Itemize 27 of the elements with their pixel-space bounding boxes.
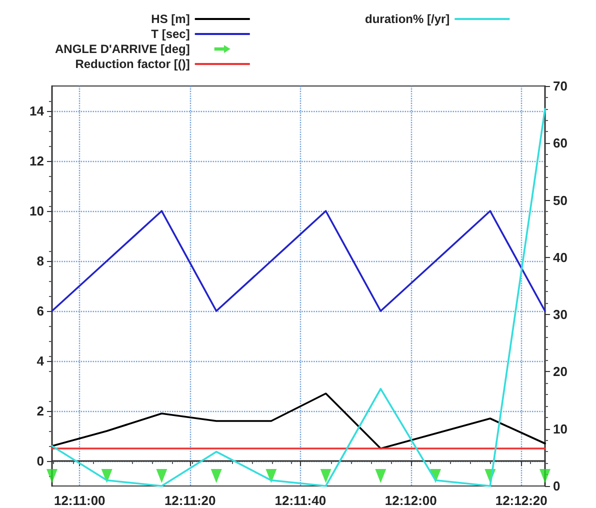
y2-tick-label: 10 bbox=[553, 421, 568, 436]
legend-label: duration% [/yr] bbox=[364, 12, 450, 26]
y-tick-label: 6 bbox=[36, 304, 44, 318]
x-tick-label: 12:11:00 bbox=[54, 493, 106, 508]
legend-label: Reduction factor [()] bbox=[75, 57, 190, 71]
y-tick-label: 8 bbox=[36, 254, 44, 268]
y2-tick-label: 50 bbox=[553, 192, 568, 208]
line-series bbox=[51, 392, 546, 450]
x-tick-label: 12:12:20 bbox=[495, 493, 548, 508]
y2-tick-label: 30 bbox=[553, 307, 568, 322]
y2-tick-label: 60 bbox=[553, 136, 568, 151]
y2-tick-label: 20 bbox=[553, 364, 568, 380]
legend-label: HS [m] bbox=[151, 12, 190, 26]
y2-tick-label: 40 bbox=[553, 250, 568, 265]
y-tick-label: 0 bbox=[36, 454, 44, 468]
y-tick-label: 4 bbox=[36, 354, 45, 368]
x-tick-label: 12:12:00 bbox=[384, 493, 437, 508]
y2-tick-label: 70 bbox=[553, 78, 568, 94]
legend-label: ANGLE D'ARRIVE [deg] bbox=[54, 42, 190, 56]
x-tick-label: 12:11:40 bbox=[274, 493, 326, 508]
y-tick-label: 14 bbox=[30, 104, 45, 118]
legend-label: T [sec] bbox=[151, 27, 190, 41]
y-tick-label: 10 bbox=[30, 204, 44, 218]
y-tick-label: 2 bbox=[36, 404, 44, 418]
y2-tick-label: 0 bbox=[553, 478, 560, 494]
y-tick-label: 12 bbox=[30, 154, 44, 168]
x-tick-label: 12:11:20 bbox=[164, 493, 216, 508]
